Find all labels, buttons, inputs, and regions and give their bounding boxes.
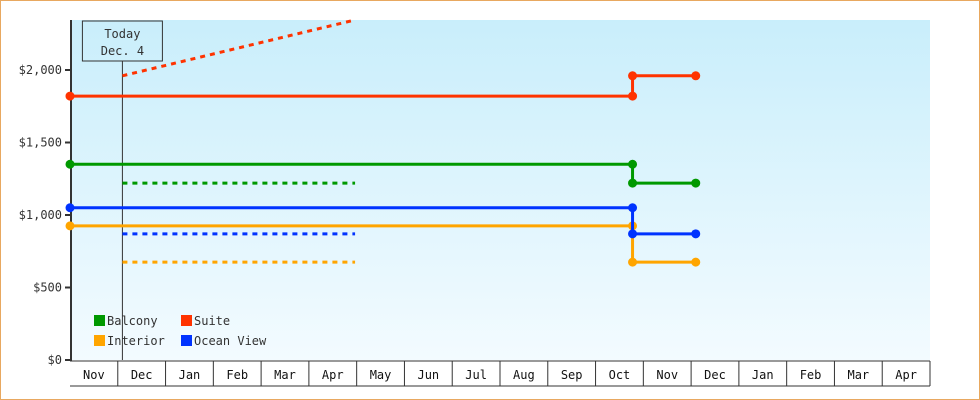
series-balcony-line (70, 162, 696, 185)
x-tick-label: Apr (895, 368, 917, 382)
y-tick-label: $0 (48, 353, 62, 367)
x-tick-label: Jan (752, 368, 774, 382)
series-ocean-view-point (628, 229, 638, 239)
x-tick-label: Oct (609, 368, 631, 382)
x-tick-label: May (370, 368, 392, 382)
series-interior-point (65, 221, 75, 231)
series-suite-point (65, 91, 75, 101)
series-suite-point (628, 91, 638, 101)
series-interior-line (70, 224, 696, 264)
y-tick-label: $2,000 (19, 63, 62, 77)
series-suite-line (70, 74, 696, 98)
x-tick-label: Dec (131, 368, 153, 382)
series-ocean-view-point (65, 203, 75, 213)
plot-area (70, 20, 930, 360)
x-tick-label: Nov (83, 368, 105, 382)
x-tick-label: Dec (704, 368, 726, 382)
x-tick-label: Nov (656, 368, 678, 382)
series-interior-point (628, 257, 638, 267)
today-date: Dec. 4 (101, 44, 144, 58)
series-balcony-point (628, 159, 638, 169)
legend-label: Ocean View (194, 334, 267, 348)
x-tick-label: Mar (274, 368, 296, 382)
legend-swatch (94, 335, 105, 346)
x-tick-label: Sep (561, 368, 583, 382)
y-tick-label: $1,500 (19, 136, 62, 150)
legend-swatch (181, 335, 192, 346)
series-balcony-point (65, 159, 75, 169)
x-tick-label: Jul (465, 368, 487, 382)
series-ocean-view-point (628, 203, 638, 213)
series-balcony-point (628, 178, 638, 188)
series-suite-point (628, 71, 638, 81)
series-ocean-view-line (70, 206, 696, 236)
x-tick-label: Jun (417, 368, 439, 382)
series-interior-point (691, 257, 701, 267)
x-tick-label: Jan (179, 368, 201, 382)
x-tick-label: Feb (226, 368, 248, 382)
today-label: Today (104, 27, 140, 41)
legend-label: Balcony (107, 314, 158, 328)
y-tick-label: $500 (33, 281, 62, 295)
legend-label: Interior (107, 334, 165, 348)
x-tick-label: Aug (513, 368, 535, 382)
series-ocean-view-point (691, 229, 701, 239)
x-tick-label: Feb (800, 368, 822, 382)
x-tick-label: Mar (847, 368, 869, 382)
series-suite-point (691, 71, 701, 81)
today-box (81, 20, 163, 62)
legend-label: Suite (194, 314, 230, 328)
legend-swatch (94, 315, 105, 326)
y-tick-label: $1,000 (19, 208, 62, 222)
x-tick-label: Apr (322, 368, 344, 382)
series-balcony-point (691, 178, 701, 188)
legend-swatch (181, 315, 192, 326)
